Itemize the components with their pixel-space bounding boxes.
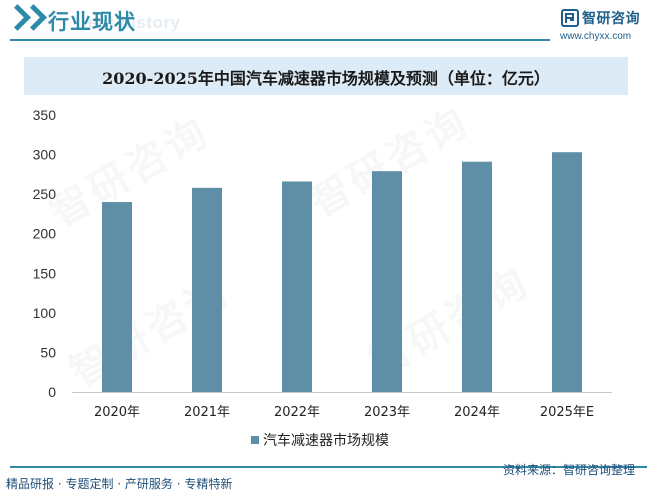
x-tick-label: 2022年 bbox=[274, 405, 320, 420]
bars bbox=[102, 152, 582, 392]
bar-2023年 bbox=[372, 171, 402, 392]
logo-name: 智研咨询 bbox=[582, 11, 640, 27]
footer-tagline: 精品研报 · 专题定制 · 产研服务 · 专精特新 bbox=[6, 477, 233, 491]
legend-swatch bbox=[251, 436, 259, 444]
header-watermark-text: ent history bbox=[88, 13, 181, 32]
y-tick-label: 250 bbox=[33, 186, 57, 202]
bar-2021年 bbox=[192, 187, 222, 392]
x-axis-ticks: 2020年 2021年 2022年 2023年 2024年 2025年E bbox=[94, 405, 594, 420]
logo-url: www.chyxx.com bbox=[560, 31, 632, 42]
y-tick-label: 100 bbox=[33, 305, 57, 321]
x-tick-label: 2024年 bbox=[454, 405, 500, 420]
bar-2022年 bbox=[282, 181, 312, 392]
bar-2025年E bbox=[552, 152, 582, 392]
page-header: ent history 行业现状 智研咨询 www.chyxx.com bbox=[0, 0, 657, 44]
y-tick-label: 50 bbox=[40, 344, 56, 360]
x-tick-label: 2025年E bbox=[540, 405, 594, 420]
x-tick-label: 2023年 bbox=[364, 405, 410, 420]
y-tick-label: 300 bbox=[33, 147, 57, 163]
chart-title-bar bbox=[24, 57, 628, 95]
x-tick-label: 2021年 bbox=[184, 405, 230, 420]
y-tick-label: 200 bbox=[33, 226, 57, 242]
bar-2020年 bbox=[102, 202, 132, 392]
footer-divider bbox=[10, 466, 647, 468]
y-tick-label: 350 bbox=[33, 107, 57, 123]
legend-label: 汽车减速器市场规模 bbox=[263, 432, 389, 449]
bar-2024年 bbox=[462, 161, 492, 392]
y-tick-label: 150 bbox=[33, 265, 57, 281]
source-note: 资料来源：智研咨询整理 bbox=[503, 463, 636, 477]
x-tick-label: 2020年 bbox=[94, 405, 140, 420]
legend: 汽车减速器市场规模 bbox=[251, 432, 389, 449]
header-divider bbox=[10, 39, 550, 41]
company-logo-icon bbox=[561, 9, 579, 27]
y-tick-label: 0 bbox=[48, 384, 56, 400]
chart-title: 2020-2025年中国汽车减速器市场规模及预测（单位：亿元） bbox=[102, 69, 550, 88]
page-title: 行业现状 bbox=[48, 10, 136, 34]
y-axis-ticks: 0 50 100 150 200 250 300 350 bbox=[33, 107, 57, 400]
